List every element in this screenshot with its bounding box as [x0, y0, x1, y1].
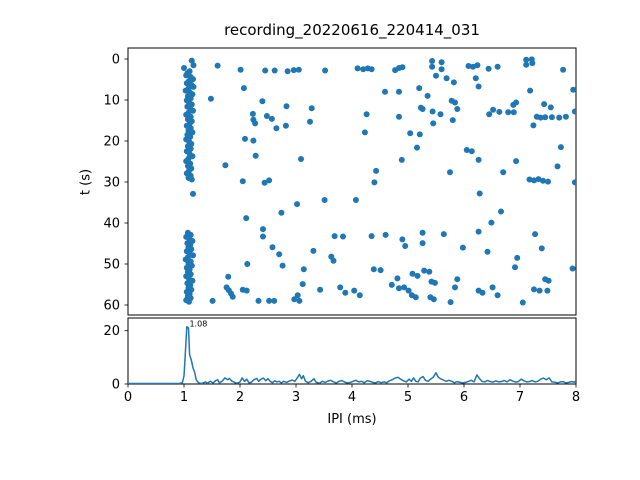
svg-text:3: 3: [292, 390, 300, 405]
svg-text:6: 6: [460, 390, 468, 405]
svg-text:50: 50: [103, 258, 120, 273]
scatter-points: [181, 56, 576, 306]
svg-text:4: 4: [348, 390, 356, 405]
svg-text:20: 20: [103, 324, 120, 339]
svg-text:7: 7: [516, 390, 524, 405]
figure-title: recording_20220616_220414_031: [224, 21, 480, 39]
svg-text:60: 60: [103, 299, 120, 314]
svg-text:0: 0: [112, 53, 120, 68]
ipi-trace-line: [128, 325, 576, 384]
svg-text:30: 30: [103, 176, 120, 191]
svg-text:20: 20: [103, 135, 120, 150]
svg-text:40: 40: [103, 217, 120, 232]
svg-text:0: 0: [112, 378, 120, 393]
svg-text:8: 8: [572, 390, 580, 405]
x-axis-label: IPI (ms): [327, 412, 377, 427]
svg-text:2: 2: [236, 390, 244, 405]
svg-text:1: 1: [180, 390, 188, 405]
svg-text:10: 10: [103, 94, 120, 109]
svg-text:0: 0: [124, 390, 132, 405]
svg-text:5: 5: [404, 390, 412, 405]
svg-text:1.08: 1.08: [189, 319, 207, 328]
